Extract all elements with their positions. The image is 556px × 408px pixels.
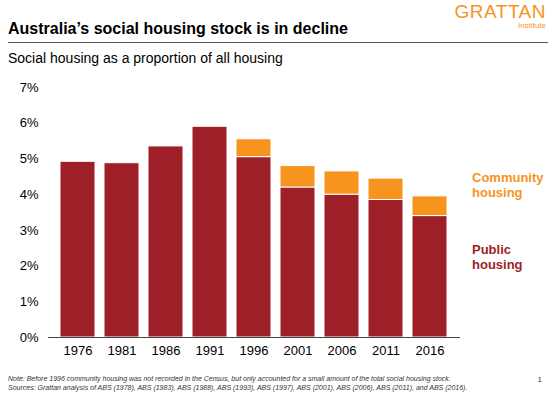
svg-text:1991: 1991 (196, 343, 225, 358)
svg-text:2011: 2011 (372, 343, 400, 358)
svg-text:2016: 2016 (416, 343, 445, 358)
svg-text:2001: 2001 (284, 343, 313, 358)
svg-text:2%: 2% (20, 258, 39, 273)
svg-text:3%: 3% (20, 223, 39, 238)
svg-text:6%: 6% (20, 115, 39, 130)
html-text:GRATTAN: GRATTAN (454, 1, 546, 22)
svg-text:7%: 7% (20, 80, 39, 95)
svg-text:0%: 0% (20, 330, 39, 345)
svg-text:5%: 5% (20, 151, 39, 166)
html-text:Social housing as a proportion: Social housing as a proportion of all ho… (8, 50, 283, 66)
html-text:Community housing: Community housing (472, 170, 544, 200)
html-text:Australia’s social housing sto: Australia’s social housing stock is in d… (8, 20, 348, 37)
html-text:Institute: Institute (518, 21, 546, 30)
svg-text:1986: 1986 (152, 343, 181, 358)
svg-text:1996: 1996 (240, 343, 269, 358)
svg-text:1976: 1976 (64, 343, 93, 358)
html-text:Note: Before 1996 community ho: Note: Before 1996 community housing was … (8, 375, 451, 382)
svg-text:1981: 1981 (108, 343, 137, 358)
html-text:Sources: Grattan analysis of A: Sources: Grattan analysis of ABS (1978),… (8, 384, 468, 392)
svg-text:2006: 2006 (328, 343, 357, 358)
html-text:1: 1 (537, 375, 542, 384)
svg-text:1%: 1% (20, 294, 39, 309)
svg-text:4%: 4% (20, 187, 39, 202)
html-text:Public housing: Public housing (472, 242, 523, 272)
